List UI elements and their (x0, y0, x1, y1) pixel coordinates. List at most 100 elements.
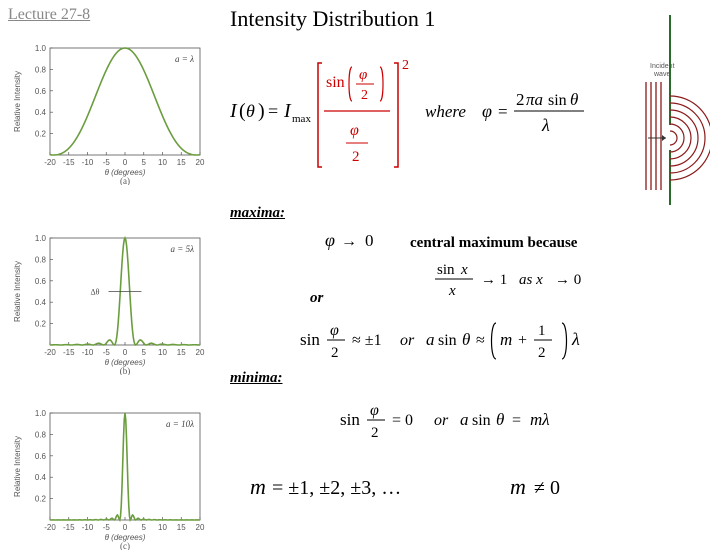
svg-text:λ: λ (541, 115, 550, 135)
wave-diagram: Incidentwave (640, 10, 710, 205)
svg-text:0: 0 (123, 348, 128, 357)
svg-text:Δθ: Δθ (91, 288, 100, 297)
plot-b: 0.20.40.60.81.0-20-15-10-505101520Relati… (8, 220, 208, 375)
svg-text:0.4: 0.4 (35, 108, 47, 117)
svg-text:0.8: 0.8 (35, 430, 47, 439)
phi-limit: φ→0 (325, 228, 405, 259)
svg-text:15: 15 (177, 158, 186, 167)
svg-text:1.0: 1.0 (35, 44, 47, 53)
svg-text:wave: wave (653, 71, 670, 78)
svg-text:(: ( (239, 100, 246, 122)
svg-text:= ±1, ±2, ±3, …: = ±1, ±2, ±3, … (272, 477, 401, 499)
svg-text:-10: -10 (82, 523, 94, 532)
svg-text:sin: sin (326, 74, 345, 91)
svg-text:-10: -10 (82, 158, 94, 167)
svg-text:0.8: 0.8 (35, 65, 47, 74)
or-label: or (310, 290, 323, 307)
svg-text:Relative Intensity: Relative Intensity (13, 71, 22, 132)
svg-text:-5: -5 (103, 523, 111, 532)
svg-text:sin: sin (300, 330, 320, 349)
svg-text:5: 5 (142, 158, 147, 167)
svg-text:1: 1 (538, 323, 546, 339)
svg-text:1.0: 1.0 (35, 234, 47, 243)
svg-text:0.6: 0.6 (35, 452, 47, 461)
svg-text:1.0: 1.0 (35, 409, 47, 418)
maxima-condition: sin φ 2 ≈ ±1 or a sin θ ≈ m + 1 2 λ (300, 315, 660, 370)
svg-text:φ: φ (482, 101, 492, 121)
svg-text:Relative Intensity: Relative Intensity (13, 436, 22, 497)
svg-text:+: + (518, 332, 527, 349)
minima-label: minima: (230, 370, 283, 387)
svg-text:m: m (510, 474, 526, 499)
svg-text:2: 2 (371, 425, 379, 441)
svg-text:20: 20 (196, 523, 205, 532)
svg-text:φ: φ (330, 322, 339, 339)
svg-text:10: 10 (158, 348, 167, 357)
svg-text:0.2: 0.2 (35, 495, 47, 504)
svg-text:φ: φ (370, 402, 379, 419)
svg-text:5: 5 (142, 348, 147, 357)
svg-text:0.4: 0.4 (35, 473, 47, 482)
svg-text:where: where (425, 102, 466, 121)
svg-text:λ: λ (571, 329, 580, 349)
svg-text:I: I (230, 100, 238, 122)
svg-text:2: 2 (516, 90, 525, 109)
svg-text:πa: πa (526, 90, 543, 109)
lecture-label: Lecture 27-8 (8, 6, 90, 24)
svg-text:-20: -20 (44, 158, 56, 167)
intensity-formula: I ( θ ) = I max 2 sin φ 2 φ 2 where φ = … (230, 55, 610, 180)
svg-text:θ: θ (496, 410, 504, 429)
svg-text:-5: -5 (103, 348, 111, 357)
svg-text:→ 1: → 1 (481, 272, 507, 288)
svg-text:=: = (512, 412, 521, 429)
svg-text:→: → (341, 233, 357, 250)
svg-text:(a): (a) (120, 176, 130, 185)
svg-text:or: or (434, 412, 449, 429)
svg-text:sin: sin (438, 332, 457, 349)
sinc-limit: sin x x → 1 as x → 0 (435, 260, 615, 305)
plot-c: 0.20.40.60.81.0-20-15-10-505101520Relati… (8, 395, 208, 550)
svg-text:=: = (498, 102, 508, 121)
page-title: Intensity Distribution 1 (230, 6, 435, 32)
svg-text:-20: -20 (44, 348, 56, 357)
svg-text:φ: φ (325, 230, 335, 250)
svg-text:a = 5λ: a = 5λ (171, 244, 195, 254)
svg-text:): ) (258, 100, 265, 122)
svg-text:a: a (426, 330, 435, 349)
svg-text:2: 2 (331, 345, 339, 361)
svg-text:x: x (460, 262, 468, 278)
maxima-label: maxima: (230, 205, 285, 222)
svg-text:a = λ: a = λ (175, 54, 194, 64)
svg-text:-15: -15 (63, 158, 75, 167)
svg-text:0.8: 0.8 (35, 255, 47, 264)
svg-text:φ: φ (350, 122, 359, 139)
svg-text:θ: θ (570, 90, 578, 109)
svg-text:-15: -15 (63, 348, 75, 357)
svg-text:sin: sin (472, 412, 491, 429)
svg-text:5: 5 (142, 523, 147, 532)
svg-text:20: 20 (196, 158, 205, 167)
svg-text:(b): (b) (120, 366, 131, 375)
svg-text:≠ 0: ≠ 0 (534, 477, 560, 499)
svg-text:10: 10 (158, 158, 167, 167)
svg-text:x: x (448, 283, 456, 299)
svg-text:10: 10 (158, 523, 167, 532)
svg-text:φ: φ (359, 67, 367, 83)
svg-text:Relative Intensity: Relative Intensity (13, 261, 22, 322)
minima-condition: sin φ 2 = 0 or a sin θ = mλ (340, 395, 660, 450)
svg-text:20: 20 (196, 348, 205, 357)
svg-text:sin: sin (340, 410, 360, 429)
svg-text:≈: ≈ (476, 332, 485, 349)
svg-text:max: max (292, 113, 311, 125)
svg-text:m: m (250, 474, 266, 499)
svg-text:2: 2 (361, 88, 368, 103)
svg-text:θ: θ (246, 101, 255, 121)
svg-text:-20: -20 (44, 523, 56, 532)
svg-text:≈ ±1: ≈ ±1 (352, 332, 382, 349)
svg-text:0.2: 0.2 (35, 320, 47, 329)
svg-text:0.2: 0.2 (35, 130, 47, 139)
svg-text:-10: -10 (82, 348, 94, 357)
svg-text:mλ: mλ (530, 410, 550, 429)
svg-text:as x: as x (519, 272, 543, 288)
central-maximum-text: central maximum because (410, 235, 577, 252)
